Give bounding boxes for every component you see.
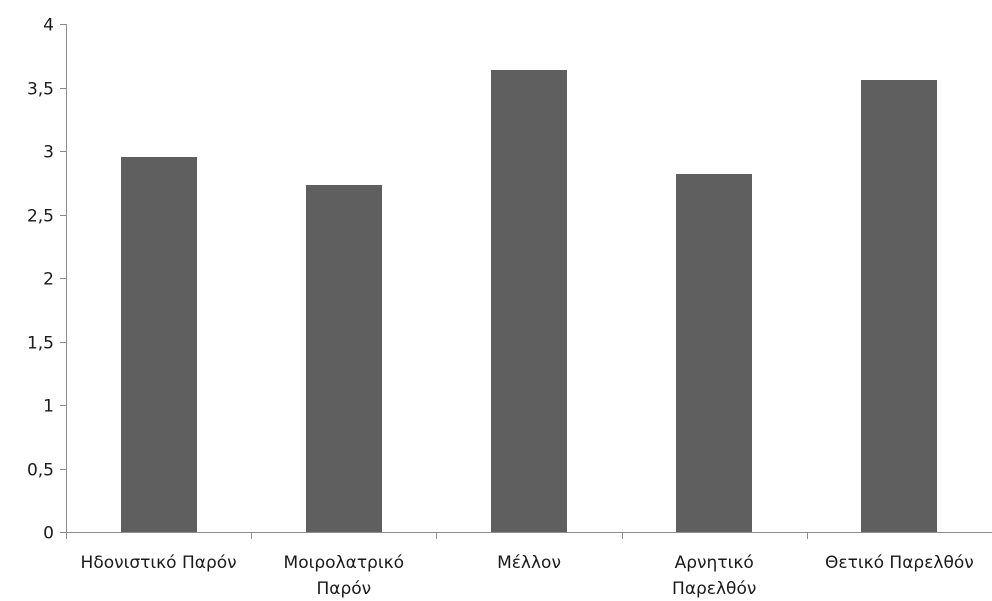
y-axis: 0 0,5 1 1,5 2 2,5 3 3,5 4 <box>27 16 67 544</box>
y-tick-label: 0 <box>43 524 54 544</box>
bar-4 <box>861 80 937 532</box>
bars <box>121 70 937 532</box>
x-category-label: Ηδονιστικό Παρόν <box>81 553 237 573</box>
y-tick-label: 4 <box>43 16 54 36</box>
y-tick-label: 2 <box>43 270 54 290</box>
bar-2 <box>491 70 567 532</box>
bar-0 <box>121 157 197 532</box>
y-tick-label: 1,5 <box>27 334 54 354</box>
x-category-label: Μοιρολατρικό <box>284 553 404 573</box>
y-tick-label: 0,5 <box>27 461 54 481</box>
bar-3 <box>676 174 752 532</box>
x-axis <box>66 532 992 539</box>
x-category-label: Θετικό Παρελθόν <box>825 553 974 573</box>
x-category-label: Αρνητικό <box>675 553 754 573</box>
category-labels: Ηδονιστικό Παρόν Μοιρολατρικό Παρόν Μέλλον Α… <box>81 553 974 599</box>
x-category-label: Παρόν <box>316 579 371 599</box>
x-category-label: Παρελθόν <box>672 579 756 599</box>
y-tick-label: 1 <box>43 397 54 417</box>
x-category-label: Μέλλον <box>497 553 561 573</box>
y-tick-label: 2,5 <box>27 207 54 227</box>
y-tick-label: 3,5 <box>27 80 54 100</box>
y-tick-label: 3 <box>43 143 54 163</box>
bar-1 <box>306 185 382 532</box>
